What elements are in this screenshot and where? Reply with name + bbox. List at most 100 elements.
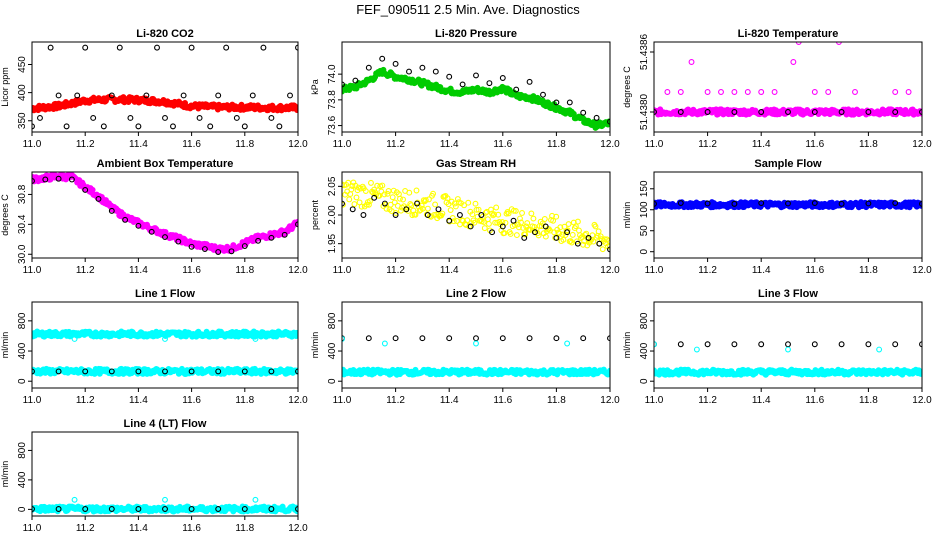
data-point [82,368,89,375]
data-point [188,506,195,512]
data-point [521,234,528,241]
data-point [542,223,549,230]
series-1 [342,335,610,342]
x-tick-label: 11.8 [859,139,878,150]
x-tick-label: 11.4 [440,265,459,276]
data-point [499,75,506,81]
data-point [785,109,791,115]
y-tick-label: 800 [17,442,28,459]
data-point [365,201,372,208]
panel-title: Li-820 Pressure [435,28,517,40]
data-point [403,206,410,213]
data-point [346,196,353,203]
data-point [418,202,425,209]
data-point [459,81,466,88]
x-tick-label: 11.4 [440,395,459,406]
data-point [408,202,415,209]
x-tick-label: 11.8 [859,265,878,276]
data-point [215,368,222,375]
plot-frame [31,171,299,259]
y-tick-label: 2.00 [327,205,338,225]
data-point [223,44,230,51]
x-tick-label: 12.0 [600,265,620,276]
data-point [398,207,404,214]
x-tick-label: 11.4 [440,139,459,150]
data-point [362,188,369,194]
data-point [580,109,587,116]
data-point [353,194,360,201]
x-tick-label: 11.4 [129,139,148,150]
panel-title: Ambient Box Temperature [97,158,234,170]
x-tick-label: 11.6 [805,395,824,406]
series-0 [32,503,298,515]
data-point [510,217,517,224]
data-point [392,212,399,218]
data-point [268,234,275,241]
data-point [530,215,537,222]
data-point [758,200,765,206]
x-tick-label: 11.0 [23,523,42,534]
data-point [255,237,262,244]
data-point [572,223,579,230]
plot-area [32,328,298,377]
y-tick-label: 30.4 [17,214,28,234]
data-point [758,89,765,95]
data-point [532,229,538,236]
plot-area [342,55,610,131]
y-tick-label: 73.8 [327,90,338,110]
data-point [464,217,471,224]
data-point [785,346,791,353]
x-tick-label: 12.0 [288,523,308,534]
plot-area [342,335,610,378]
data-point [482,209,489,216]
data-point [654,341,657,348]
data-point [475,206,482,213]
data-point [188,243,195,250]
plot-frame [341,301,611,389]
x-tick-label: 11.8 [235,139,254,150]
data-point [526,78,533,85]
plot-frame [31,41,299,133]
y-tick-label: 0 [639,248,650,254]
data-point [446,73,453,80]
data-point [439,210,446,217]
data-point [348,186,355,193]
sample-flow-panel: Sample Flow ml/min 11.0 11.2 11.4 11.6 11.8 12.… [622,158,932,276]
data-point [378,188,385,195]
data-point [472,200,479,207]
data-point [892,109,899,115]
series-0 [654,366,922,378]
data-point [704,89,711,95]
y-tick-label: 51.4386 [639,33,650,70]
data-point [432,201,439,208]
data-point [82,186,89,193]
data-point [268,368,275,375]
data-point [447,207,454,213]
data-point [424,212,431,218]
data-point [811,89,818,95]
data-point [688,59,695,65]
data-point [162,234,168,241]
data-point [108,368,115,375]
data-point [295,506,298,512]
data-point [383,205,390,212]
data-point [392,210,399,216]
series-0 [342,66,610,131]
data-point [595,228,602,235]
data-point [71,336,78,342]
data-point [55,368,62,375]
data-point [148,228,155,235]
x-tick-label: 11.2 [698,395,717,406]
x-tick-label: 12.0 [912,139,932,150]
data-point [590,238,597,245]
x-tick-label: 11.8 [235,395,254,406]
data-point [162,496,168,503]
x-tick-label: 11.2 [76,523,95,534]
series-1 [654,341,922,348]
y-tick-label: 0 [327,378,338,384]
figure-title: FEF_090511 2.5 Min. Ave. Diagnostics [356,2,580,17]
data-point [175,238,182,245]
data-point [499,335,506,342]
data-point [127,114,134,121]
data-point [744,89,751,95]
